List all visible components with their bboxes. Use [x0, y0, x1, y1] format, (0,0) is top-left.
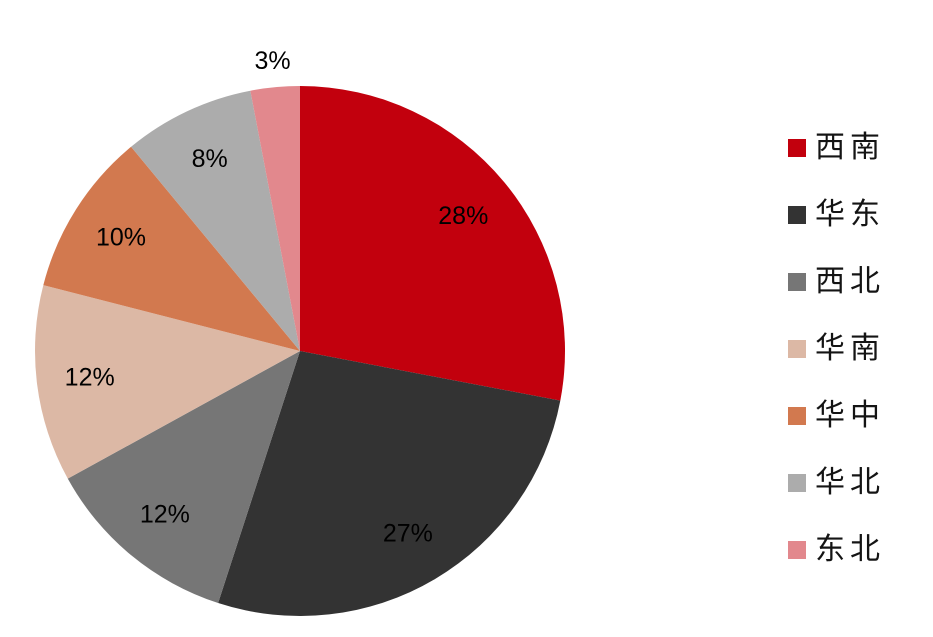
data-label-1: 27% [383, 520, 433, 548]
data-label-4: 10% [96, 223, 146, 251]
legend-label: 东北 [815, 533, 885, 566]
pie-chart: 28% 27% 12% 12% 10% 8% 3% [35, 47, 566, 617]
legend-swatch-icon [788, 540, 806, 559]
pie-slice-2 [67, 351, 300, 604]
data-label-3: 12% [65, 364, 115, 392]
legend-label: 西南 [815, 131, 885, 164]
pie-slice-0 [300, 86, 566, 401]
data-label-5: 8% [192, 145, 228, 173]
chart-legend: 西南华东西北华南华中华北东北 [788, 131, 885, 566]
data-label-0: 28% [438, 202, 488, 230]
pie-slice-6 [250, 85, 300, 351]
legend-label: 西北 [815, 265, 885, 298]
legend-item-1: 华东 [788, 198, 885, 231]
legend-item-0: 西南 [788, 131, 885, 164]
legend-swatch-icon [788, 138, 806, 157]
legend-label: 华北 [815, 466, 885, 499]
legend-swatch-icon [788, 272, 806, 291]
legend-label: 华中 [815, 399, 885, 432]
pie-slice-1 [218, 351, 561, 617]
legend-swatch-icon [788, 473, 806, 492]
legend-label: 华东 [815, 198, 885, 231]
legend-swatch-icon [788, 406, 806, 425]
legend-swatch-icon [788, 339, 806, 358]
data-label-2: 12% [140, 500, 190, 528]
pie-slice-4 [43, 146, 300, 351]
legend-item-6: 东北 [788, 533, 885, 566]
legend-item-2: 西北 [788, 265, 885, 298]
legend-item-5: 华北 [788, 466, 885, 499]
legend-item-3: 华南 [788, 332, 885, 365]
legend-label: 华南 [815, 332, 885, 365]
legend-swatch-icon [788, 205, 806, 224]
legend-item-4: 华中 [788, 399, 885, 432]
data-label-6: 3% [255, 47, 291, 75]
pie-slice-5 [131, 90, 300, 351]
pie-slice-3 [35, 285, 300, 479]
